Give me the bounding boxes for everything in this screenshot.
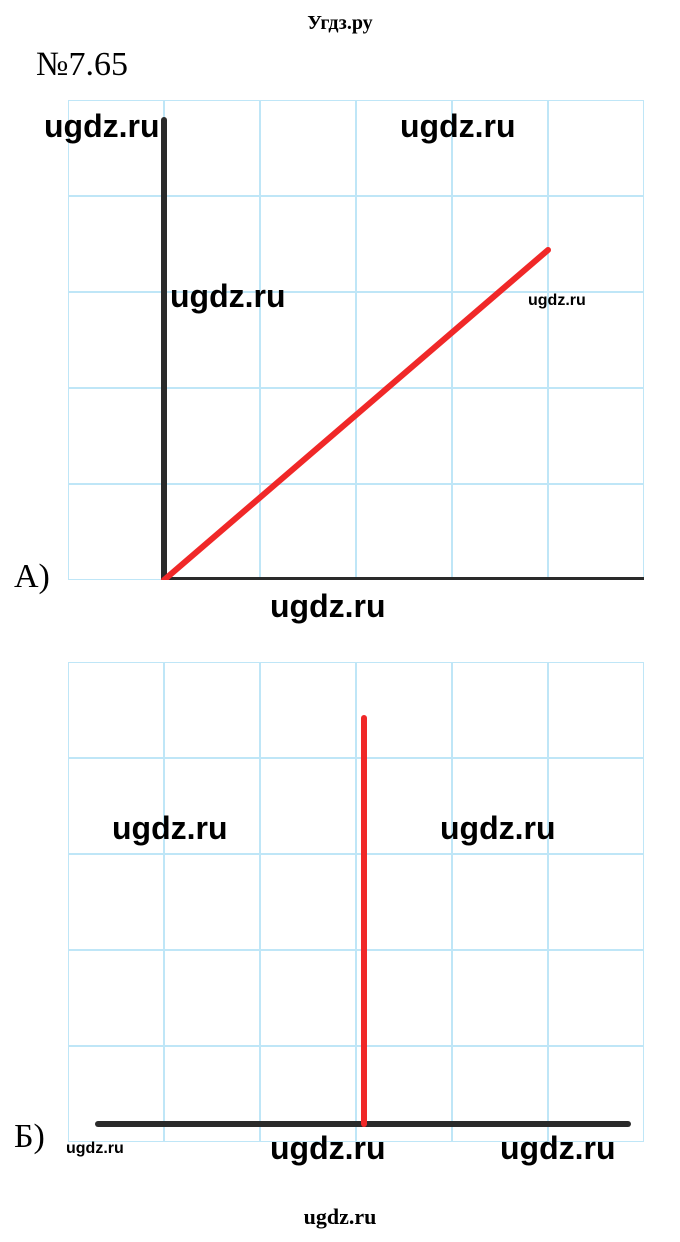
watermark: ugdz.ru bbox=[500, 1130, 616, 1167]
axes-a bbox=[164, 120, 644, 580]
exercise-number: №7.65 bbox=[36, 46, 128, 84]
panel-a-label: А) bbox=[14, 558, 50, 596]
grid-lines-b bbox=[68, 662, 644, 1142]
watermark: ugdz.ru bbox=[440, 810, 556, 847]
watermark: ugdz.ru bbox=[270, 588, 386, 625]
watermark: ugdz.ru bbox=[270, 1130, 386, 1167]
watermark: ugdz.ru bbox=[170, 278, 286, 315]
watermark: ugdz.ru bbox=[112, 810, 228, 847]
panel-a-grid bbox=[68, 100, 644, 580]
grid-lines-a bbox=[68, 100, 644, 580]
panel-b-grid bbox=[68, 662, 644, 1142]
site-footer-label: ugdz.ru bbox=[304, 1204, 377, 1230]
panel-b-label: Б) bbox=[14, 1118, 45, 1156]
watermark: ugdz.ru bbox=[400, 108, 516, 145]
watermark-small: ugdz.ru bbox=[528, 292, 586, 310]
watermark-small: ugdz.ru bbox=[66, 1140, 124, 1158]
site-header-label: Угдз.ру bbox=[307, 12, 372, 35]
watermark: ugdz.ru bbox=[44, 108, 160, 145]
